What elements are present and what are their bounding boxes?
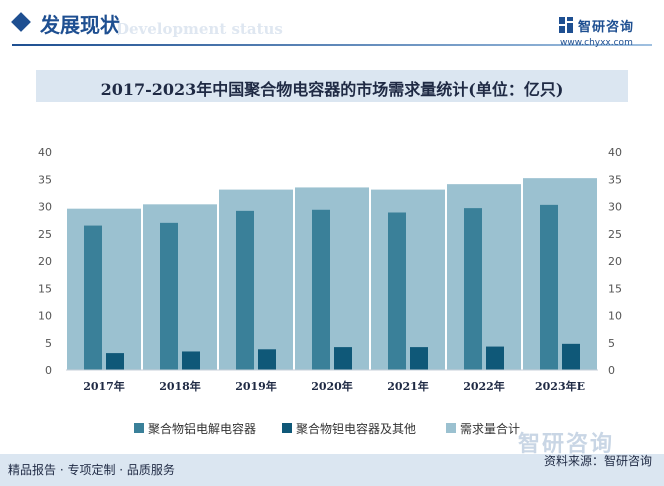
logo-mark-icon [559,17,573,33]
demand-total-bar [219,189,293,370]
aluminum-capacitor-bar [84,225,102,370]
aluminum-capacitor-bar [236,210,254,370]
footer-source: 资料来源：智研咨询 [543,454,652,468]
demand-total-bar [447,184,521,370]
chart-title: 2017-2023年中国聚合物电容器的市场需求量统计(单位：亿只) [100,80,564,99]
x-tick-label: 2022年 [463,379,505,393]
tantalum-capacitor-bar [334,347,352,370]
y-tick-label-left: 40 [38,146,52,159]
footer-brand-watermark: 智研咨询 [518,432,615,457]
legend-swatch [282,423,292,433]
chart-title-band: 2017-2023年中国聚合物电容器的市场需求量统计(单位：亿只) [36,70,628,102]
section-subtitle: Development status [116,20,283,38]
y-tick-label-right: 25 [608,228,622,241]
legend-swatch [134,423,144,433]
logo-url: www.chyxx.com [560,38,633,48]
x-tick-label: 2019年 [235,379,277,393]
footer-tagline: 精品报告 · 专项定制 · 品质服务 [8,463,175,477]
y-tick-label-right: 40 [608,146,622,159]
demand-total-bar [67,208,141,370]
y-tick-label-left: 0 [45,364,52,377]
y-tick-label-left: 30 [38,201,52,214]
legend-label: 聚合物铝电解电容器 [148,421,256,436]
y-tick-label-left: 5 [45,337,52,350]
brand-logo: 智研咨询 www.chyxx.com [556,16,656,48]
y-tick-label-left: 25 [38,228,52,241]
x-tick-label: 2021年 [387,379,429,393]
aluminum-capacitor-bar [540,204,558,370]
y-tick-label-left: 35 [38,173,52,186]
y-tick-label-left: 15 [38,282,52,295]
legend-swatch [446,423,456,433]
y-tick-label-left: 10 [38,310,52,323]
demand-total-bar [371,189,445,370]
y-tick-label-right: 30 [608,201,622,214]
y-tick-label-right: 5 [608,337,615,350]
footer-bar: 精品报告 · 专项定制 · 品质服务 智研咨询 资料来源：智研咨询 [0,432,664,486]
legend-label: 聚合物钽电容器及其他 [296,421,416,436]
section-header: 发展现状 Development status 智研咨询 www.chyxx.c… [0,0,664,52]
tantalum-capacitor-bar [486,346,504,370]
aluminum-capacitor-bar [312,209,330,370]
tantalum-capacitor-bar [182,351,200,370]
demand-total-bar [523,178,597,370]
header-divider [12,44,652,46]
tantalum-capacitor-bar [410,347,428,370]
y-tick-label-right: 0 [608,364,615,377]
aluminum-capacitor-bar [464,208,482,370]
demand-total-bar [143,204,217,370]
y-tick-label-left: 20 [38,255,52,268]
x-tick-label: 2018年 [159,379,201,393]
x-tick-label: 2017年 [83,379,125,393]
logo-name: 智研咨询 [578,20,635,35]
tantalum-capacitor-bar [106,353,124,370]
x-tick-label: 2020年 [311,379,353,393]
y-tick-label-right: 15 [608,282,622,295]
tantalum-capacitor-bar [258,349,276,370]
y-tick-label-right: 10 [608,310,622,323]
legend-label: 需求量合计 [460,421,520,436]
section-title: 发展现状 [40,13,120,37]
aluminum-capacitor-bar [160,222,178,370]
demand-total-bar [295,187,369,370]
y-tick-label-right: 20 [608,255,622,268]
aluminum-capacitor-bar [388,212,406,370]
tantalum-capacitor-bar [562,343,580,370]
x-tick-label: 2023年E [535,379,585,393]
y-tick-label-right: 35 [608,173,622,186]
